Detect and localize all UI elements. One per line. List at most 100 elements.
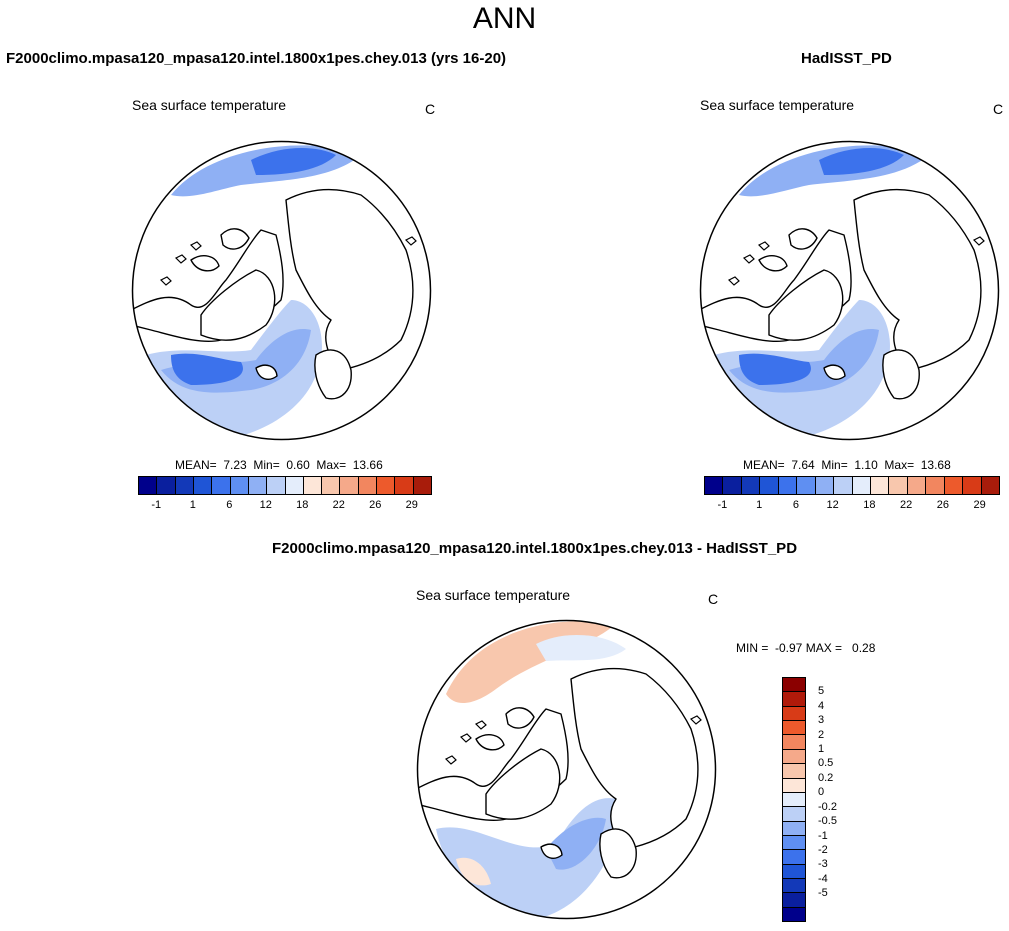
island [189, 241, 202, 251]
colorbar-swatch [267, 477, 286, 494]
colorbar-tick-label: 1 [756, 499, 763, 511]
colorbar-tick-label: 0 [818, 786, 825, 799]
island [444, 755, 457, 765]
coastline [823, 364, 846, 380]
anomaly-patch-neutral [536, 634, 626, 661]
coastline [599, 828, 637, 879]
colorbar-tick-label: 2 [818, 728, 825, 741]
colorbar-swatch [981, 477, 999, 494]
colorbar-tick-label: 1 [189, 499, 196, 511]
colorbar-tick-label: 26 [369, 499, 382, 511]
colorbar-swatch [783, 749, 805, 765]
colorbar-swatch [358, 477, 378, 494]
colorbar-swatch [783, 821, 805, 836]
colorbar-swatch [815, 477, 835, 494]
colorbar-tick-label: 22 [900, 499, 913, 511]
colorbar-tick-label: 26 [936, 499, 949, 511]
coastline [475, 734, 505, 751]
colorbar-swatch [783, 864, 805, 880]
colorbar-swatch [705, 477, 724, 494]
coastline [220, 228, 250, 250]
coastline [540, 843, 563, 859]
island [742, 254, 755, 264]
model-unit-label: C [425, 101, 436, 117]
colorbar-tick-label: -3 [818, 858, 828, 871]
diff-colorbar-labels: 5 4 3 2 1 0.5 0.2 0 -0.2 -0.5 -1 -2 -3 -4 -5 [818, 677, 858, 922]
colorbar-tick-label: 4 [818, 699, 825, 712]
colorbar-swatch [889, 477, 908, 494]
colorbar-swatch [783, 893, 805, 908]
coastline [200, 269, 276, 341]
obs-stats: MEAN= 7.64 Min= 1.10 Max= 13.68 [743, 458, 951, 472]
coastline [255, 364, 278, 380]
coastline [758, 255, 788, 272]
obs-colorbar-labels: -1 1 6 12 18 22 26 29 [704, 499, 998, 513]
model-polar-map [131, 140, 432, 441]
obs-unit-label: C [993, 101, 1004, 117]
colorbar-swatch [377, 477, 396, 494]
colorbar-swatch [741, 477, 761, 494]
anomaly-patch-negative [546, 817, 606, 870]
colorbar-tick-label: -1 [818, 829, 828, 842]
diff-polar-map [416, 619, 717, 920]
colorbar-tick-label: 18 [863, 499, 876, 511]
colorbar-swatch [175, 477, 194, 494]
colorbar-swatch [783, 764, 805, 779]
map-boundary [699, 140, 1000, 441]
colorbar-tick-label: 12 [826, 499, 839, 511]
sst-region-atlantic-core [739, 353, 811, 385]
colorbar-swatch [852, 477, 871, 494]
coastline [485, 748, 561, 820]
colorbar-swatch [783, 735, 805, 750]
obs-colorbar [704, 476, 1000, 495]
colorbar-swatch [139, 477, 158, 494]
colorbar-swatch [157, 477, 176, 494]
anomaly-patch-positive [456, 857, 491, 886]
colorbar-swatch [212, 477, 231, 494]
diff-colorbar [782, 677, 806, 922]
colorbar-swatch [723, 477, 742, 494]
colorbar-swatch [783, 692, 805, 707]
island [404, 236, 417, 246]
coastline [768, 269, 844, 341]
colorbar-swatch [285, 477, 304, 494]
sst-region-pacific-core [251, 148, 336, 175]
colorbar-tick-label: 22 [332, 499, 345, 511]
colorbar-tick-label: -0.2 [818, 800, 837, 813]
coastline [285, 188, 414, 371]
colorbar-swatch [783, 678, 805, 693]
colorbar-swatch [193, 477, 213, 494]
colorbar-swatch [248, 477, 268, 494]
colorbar-swatch [926, 477, 945, 494]
coastline [853, 188, 982, 371]
colorbar-tick-label: -5 [818, 887, 828, 900]
colorbar-tick-label: 12 [259, 499, 272, 511]
colorbar-swatch [783, 792, 805, 808]
colorbar-swatch [303, 477, 323, 494]
colorbar-tick-label: 3 [818, 714, 825, 727]
colorbar-swatch [783, 778, 805, 793]
colorbar-swatch [340, 477, 359, 494]
model-variable-label: Sea surface temperature [132, 97, 287, 113]
colorbar-swatch [944, 477, 964, 494]
coastline [882, 349, 920, 400]
obs-variable-label: Sea surface temperature [700, 97, 855, 113]
island [159, 276, 172, 286]
model-colorbar-labels: -1 1 6 12 18 22 26 29 [138, 499, 430, 513]
island [689, 715, 702, 725]
coastline [314, 349, 352, 400]
model-panel-title: F2000climo.mpasa120_mpasa120.intel.1800x… [6, 50, 507, 67]
colorbar-tick-label: -2 [818, 843, 828, 856]
map-boundary [131, 140, 432, 441]
colorbar-swatch [783, 835, 805, 851]
diff-unit-label: C [708, 591, 719, 607]
model-stats: MEAN= 7.23 Min= 0.60 Max= 13.66 [175, 458, 383, 472]
sst-region-pacific-core [819, 148, 904, 175]
island [757, 241, 770, 251]
coastline [570, 667, 699, 850]
colorbar-tick-label: 1 [818, 743, 825, 756]
coastline [190, 255, 220, 272]
diff-stats: MIN = -0.97 MAX = 0.28 [736, 641, 876, 655]
model-colorbar [138, 476, 432, 495]
colorbar-swatch [783, 879, 805, 894]
